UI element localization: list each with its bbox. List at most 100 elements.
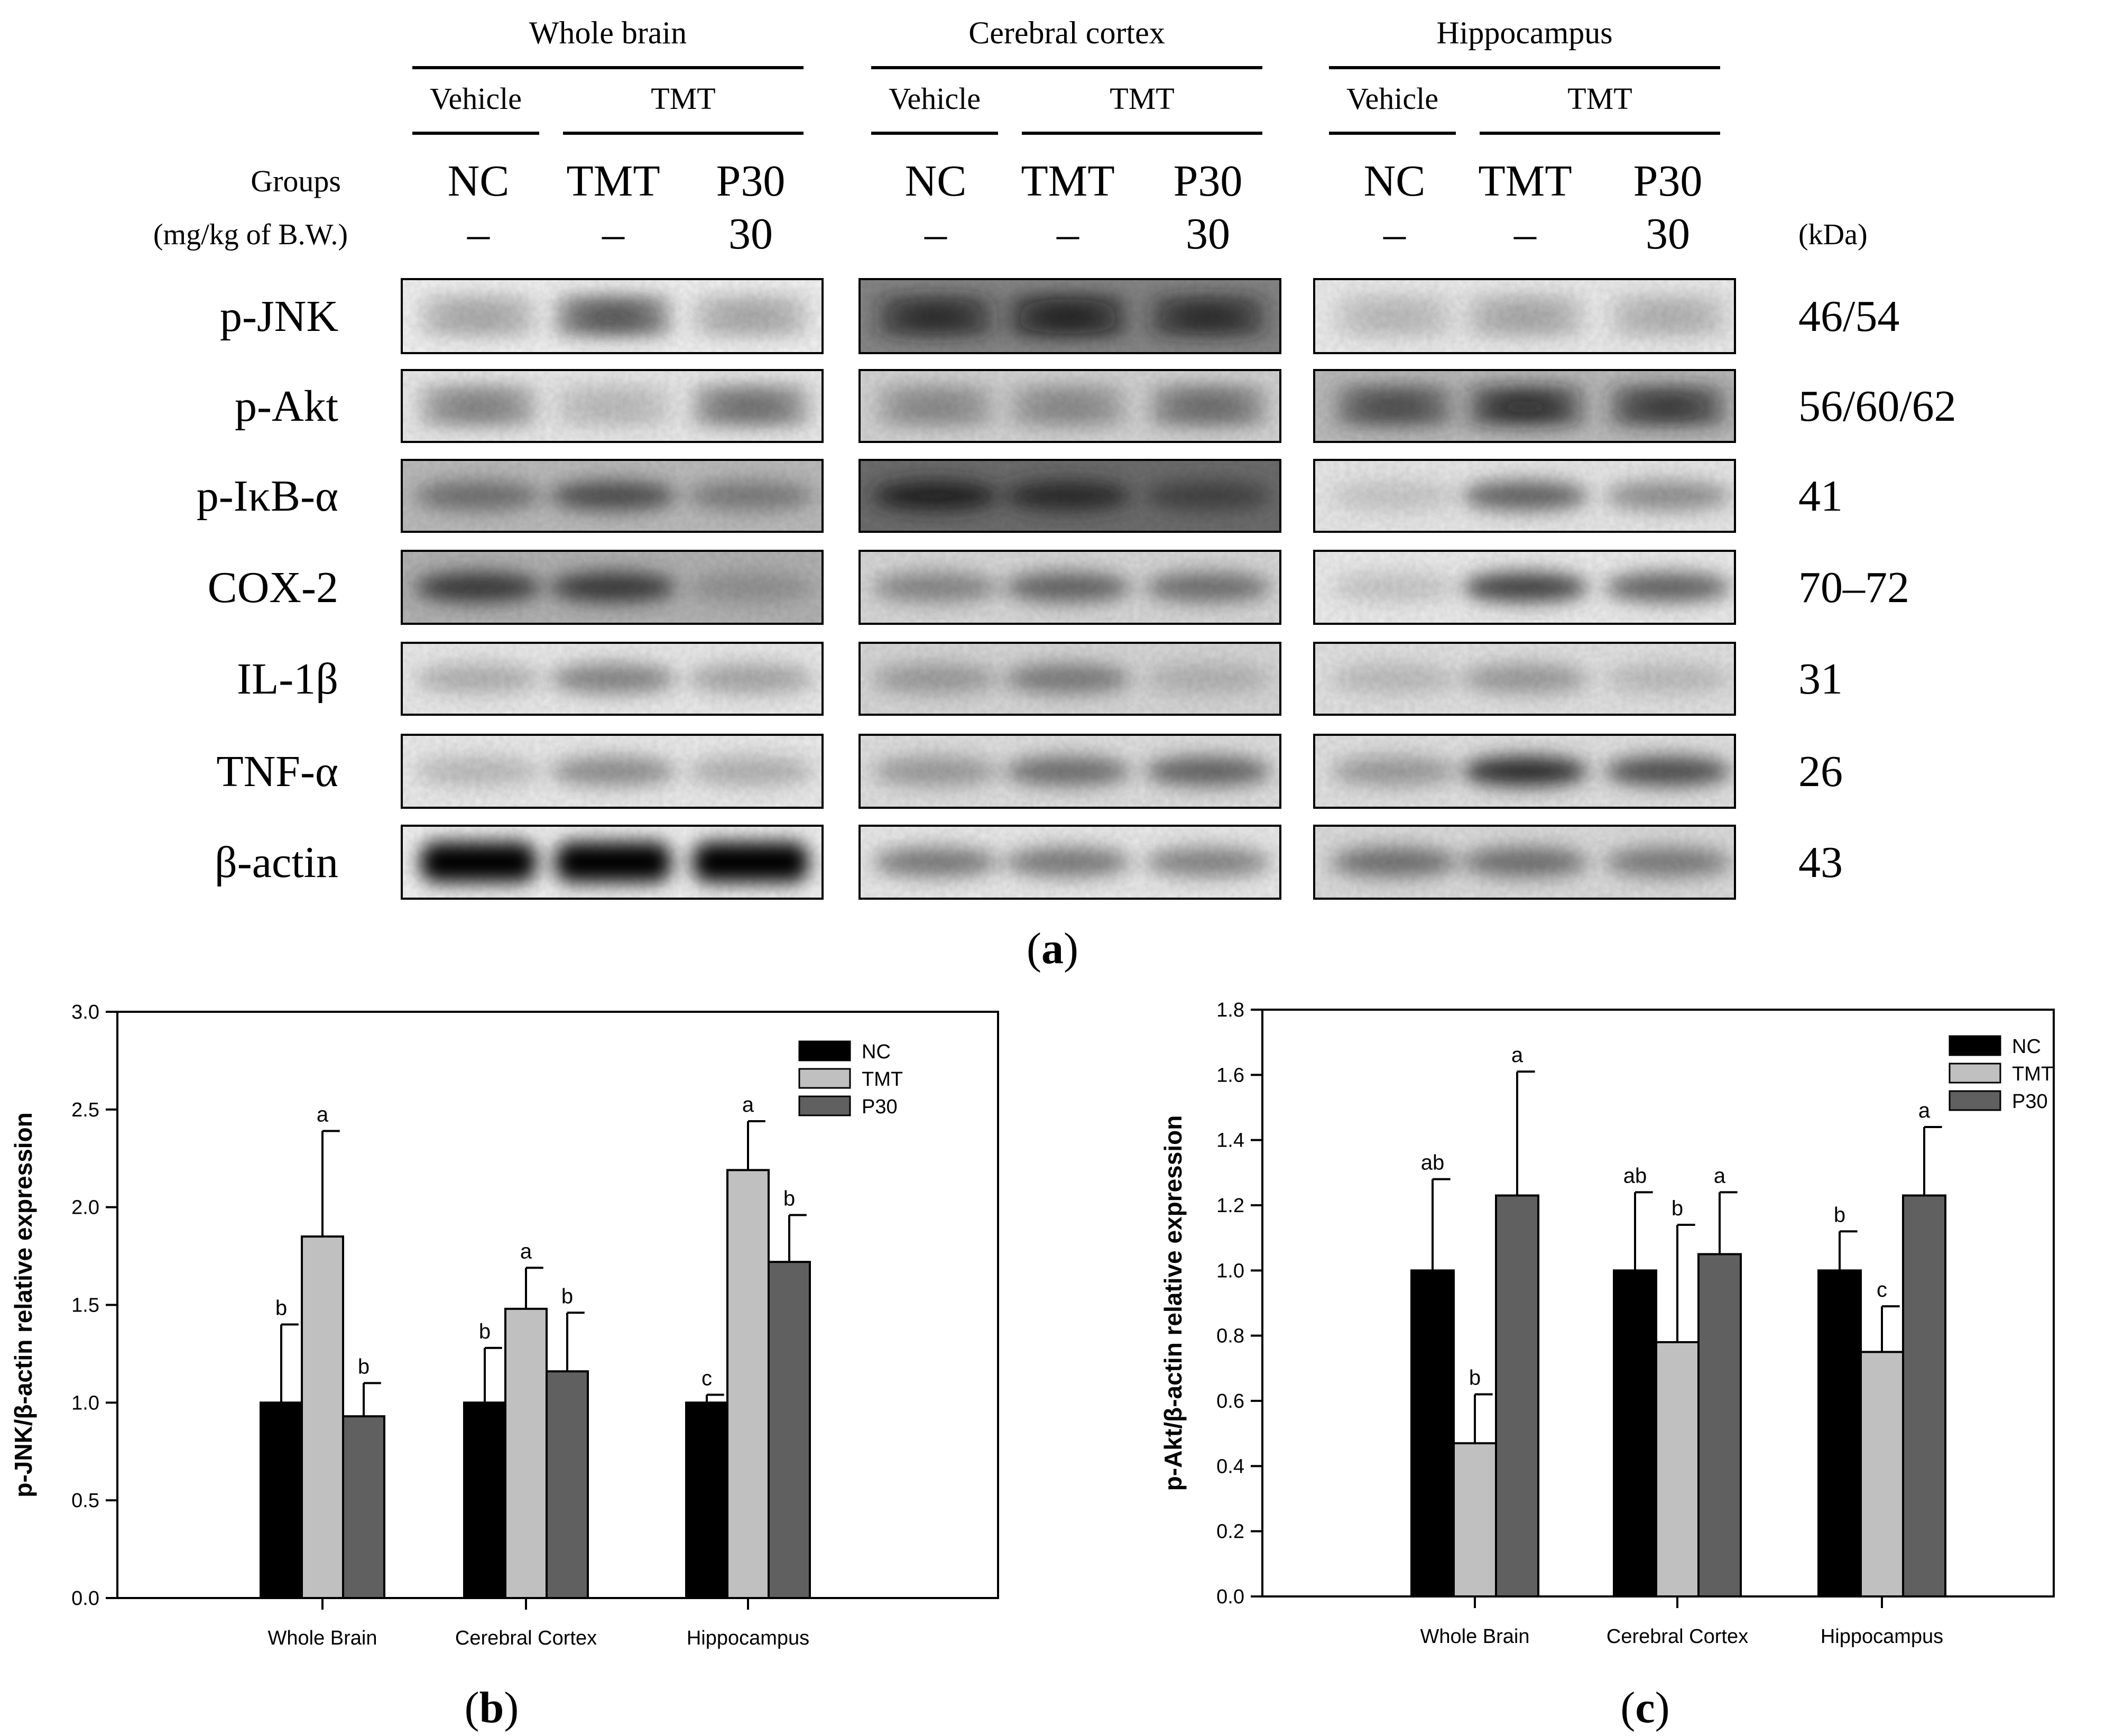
- blot-frame: [1313, 459, 1736, 533]
- legend-label: TMT: [2012, 1063, 2053, 1085]
- blot-strip: [1314, 460, 1735, 532]
- blot-frame: [401, 734, 824, 809]
- kda-value: 56/60/62: [1798, 382, 1956, 431]
- blot-frame: [1313, 278, 1736, 354]
- group-label: NC: [1364, 156, 1426, 206]
- protein-label: COX-2: [208, 563, 338, 612]
- blot-strip: [1314, 826, 1735, 899]
- bar-nc: [463, 1401, 506, 1599]
- bar-p30: [546, 1370, 589, 1600]
- significance-letter: c: [701, 1367, 712, 1390]
- blot-texture: [402, 370, 823, 442]
- bar-tmt: [1655, 1341, 1700, 1598]
- blot-texture: [860, 370, 1280, 442]
- significance-letter: b: [358, 1355, 370, 1378]
- region-title: Cerebral cortex: [968, 15, 1165, 50]
- blot-frame: [1313, 642, 1736, 716]
- dose-label: –: [1056, 209, 1079, 258]
- blot-frame: [1313, 734, 1736, 809]
- blot-texture: [1314, 370, 1735, 442]
- significance-letter: b: [1834, 1203, 1845, 1226]
- significance-letter: a: [742, 1093, 754, 1116]
- dose-label: 30: [1646, 209, 1690, 258]
- bar-nc: [260, 1401, 303, 1599]
- blot-frame: [858, 642, 1281, 716]
- blot-strip: [1314, 370, 1735, 442]
- caption: (c): [1620, 1683, 1669, 1732]
- dose-label: –: [1383, 209, 1406, 258]
- bar-p30: [1697, 1253, 1742, 1598]
- vehicle-label: Vehicle: [430, 81, 522, 116]
- blot-texture: [1314, 460, 1735, 532]
- blot-strip: [402, 643, 823, 715]
- blot-frame: [401, 369, 824, 443]
- legend-label: NC: [2012, 1036, 2041, 1058]
- blot-strip: [402, 460, 823, 532]
- blot-texture: [1314, 735, 1735, 808]
- y-tick-label: 1.4: [1216, 1130, 1244, 1152]
- blot-frame: [858, 734, 1281, 809]
- blot-frame: [858, 825, 1281, 900]
- blot-strip: [860, 370, 1280, 442]
- group-label: TMT: [566, 156, 660, 206]
- y-tick-label: 2.0: [71, 1197, 99, 1219]
- y-tick-label: 1.0: [71, 1392, 99, 1414]
- pakt-bar-chart: 0.0 0.2 0.4 0.6 0.8 1.0 1.2 1.4 1.6 1.8 p-Akt/β-ac…: [1159, 999, 2055, 1732]
- blot-frame: [401, 459, 824, 533]
- kda-value: 46/54: [1798, 292, 1899, 341]
- legend-label: P30: [2012, 1091, 2048, 1113]
- group-label: NC: [905, 156, 967, 206]
- blot-frame: [1313, 550, 1736, 625]
- significance-letter: b: [1469, 1366, 1481, 1390]
- caption-paren: (: [465, 1683, 479, 1732]
- kda-value: 43: [1798, 838, 1843, 887]
- blot-texture: [860, 826, 1280, 899]
- vehicle-label: Vehicle: [1346, 81, 1438, 116]
- bar-nc: [1410, 1269, 1455, 1598]
- caption-paren: ): [1064, 924, 1078, 973]
- dose-units-label: (mg/kg of B.W.): [153, 218, 348, 251]
- dose-label: –: [602, 209, 625, 258]
- significance-letter: a: [1918, 1099, 1931, 1122]
- blot-frame: [858, 550, 1281, 625]
- blot-frame: [858, 278, 1281, 354]
- legend-swatch: [798, 1095, 851, 1116]
- blot-frame: [1313, 825, 1736, 900]
- blot-strip: [860, 460, 1280, 532]
- x-tick-label: Whole Brain: [1420, 1626, 1530, 1648]
- significance-letter: a: [520, 1240, 532, 1263]
- significance-letter: b: [783, 1187, 795, 1210]
- y-tick-label: 3.0: [71, 1001, 99, 1023]
- tmt-label: TMT: [651, 81, 715, 116]
- blot-texture: [402, 279, 823, 353]
- dose-label: 30: [728, 209, 773, 258]
- protein-label: TNF-α: [216, 747, 338, 796]
- blot-texture: [1314, 643, 1735, 715]
- pjnk-bar-chart: 0.0 0.5 1.0 1.5 2.0 2.5 3.0 p-JNK/β-actin relat…: [10, 1001, 999, 1732]
- blot-strip: [860, 735, 1280, 808]
- blot-frame: [401, 550, 824, 625]
- blot-frame: [401, 825, 824, 900]
- bar-p30: [342, 1415, 385, 1599]
- significance-letter: c: [1877, 1278, 1887, 1301]
- blot-texture: [402, 826, 823, 899]
- blot-texture: [1314, 826, 1735, 899]
- blot-texture: [402, 643, 823, 715]
- dose-label: –: [467, 209, 490, 258]
- significance-letter: b: [275, 1296, 287, 1319]
- group-label: P30: [716, 156, 786, 206]
- blot-strip: [860, 643, 1280, 715]
- blot-strip: [860, 551, 1280, 624]
- y-tick-label: 0.4: [1216, 1455, 1244, 1478]
- bar-nc: [1817, 1269, 1862, 1598]
- tmt-label: TMT: [1110, 81, 1174, 116]
- legend-label: TMT: [862, 1068, 903, 1091]
- y-tick-label: 1.6: [1216, 1064, 1244, 1086]
- bar-tmt: [1453, 1442, 1497, 1598]
- significance-letter: a: [1511, 1044, 1524, 1067]
- dose-label: –: [1513, 209, 1537, 258]
- protein-label: IL-1β: [237, 654, 338, 704]
- caption-paren: ): [1655, 1683, 1670, 1732]
- bar-p30: [768, 1261, 811, 1599]
